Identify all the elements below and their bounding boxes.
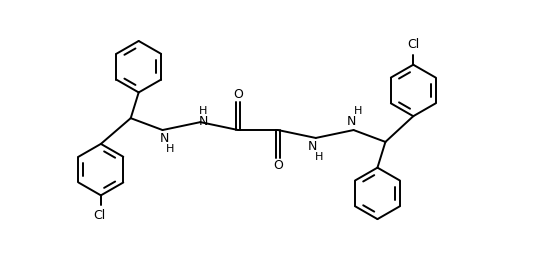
Text: H: H: [353, 106, 362, 116]
Text: N: N: [160, 132, 169, 146]
Text: O: O: [273, 159, 283, 172]
Text: H: H: [314, 152, 323, 162]
Text: N: N: [347, 115, 356, 128]
Text: N: N: [308, 140, 318, 153]
Text: H: H: [166, 144, 175, 154]
Text: Cl: Cl: [407, 38, 420, 51]
Text: H: H: [199, 106, 208, 116]
Text: Cl: Cl: [93, 209, 105, 222]
Text: O: O: [233, 88, 243, 101]
Text: N: N: [199, 115, 208, 128]
